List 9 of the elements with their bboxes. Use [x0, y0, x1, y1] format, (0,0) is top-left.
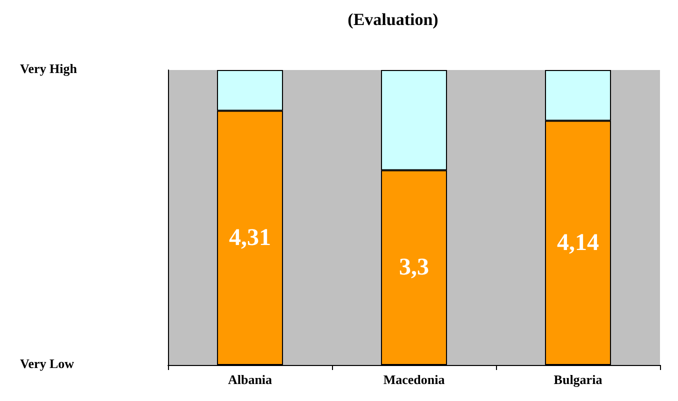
chart-title: (Evaluation)	[348, 10, 438, 29]
x-tick-label: Macedonia	[383, 372, 446, 387]
data-label: 3,3	[399, 254, 429, 281]
x-tick-label: Bulgaria	[554, 372, 603, 387]
text: Very High	[20, 61, 78, 76]
x-tick-label: Albania	[228, 372, 273, 387]
text: Very Low	[20, 356, 75, 371]
data-label: 4,31	[229, 224, 271, 251]
data-label: 4,14	[557, 230, 599, 256]
